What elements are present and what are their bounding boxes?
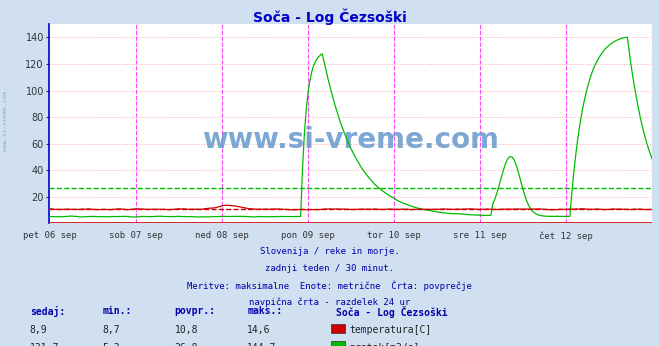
Text: temperatura[C]: temperatura[C] [349,325,432,335]
Text: min.:: min.: [102,306,132,316]
Text: www.si-vreme.com: www.si-vreme.com [202,126,500,154]
Text: čet 12 sep: čet 12 sep [540,231,593,240]
Text: pretok[m3/s]: pretok[m3/s] [349,343,420,346]
Text: 26,8: 26,8 [175,343,198,346]
Text: Soča - Log Čezsoški: Soča - Log Čezsoški [252,9,407,25]
Text: zadnji teden / 30 minut.: zadnji teden / 30 minut. [265,264,394,273]
Text: Slovenija / reke in morje.: Slovenija / reke in morje. [260,247,399,256]
Text: maks.:: maks.: [247,306,282,316]
Text: navpična črta - razdelek 24 ur: navpična črta - razdelek 24 ur [249,297,410,307]
Text: pet 06 sep: pet 06 sep [22,231,76,240]
Text: 5,3: 5,3 [102,343,120,346]
Text: 10,8: 10,8 [175,325,198,335]
Text: Soča - Log Čezsoški: Soča - Log Čezsoški [336,306,447,318]
Text: tor 10 sep: tor 10 sep [367,231,421,240]
Text: sob 07 sep: sob 07 sep [109,231,162,240]
Text: 8,7: 8,7 [102,325,120,335]
Text: sre 11 sep: sre 11 sep [453,231,507,240]
Text: sedaj:: sedaj: [30,306,65,317]
Text: povpr.:: povpr.: [175,306,215,316]
Text: 14,6: 14,6 [247,325,271,335]
Text: ned 08 sep: ned 08 sep [195,231,248,240]
Text: www.si-vreme.com: www.si-vreme.com [3,91,8,151]
Text: pon 09 sep: pon 09 sep [281,231,335,240]
Text: 131,7: 131,7 [30,343,59,346]
Text: Meritve: maksimalne  Enote: metrične  Črta: povprečje: Meritve: maksimalne Enote: metrične Črta… [187,281,472,291]
Text: 8,9: 8,9 [30,325,47,335]
Text: 144,7: 144,7 [247,343,277,346]
